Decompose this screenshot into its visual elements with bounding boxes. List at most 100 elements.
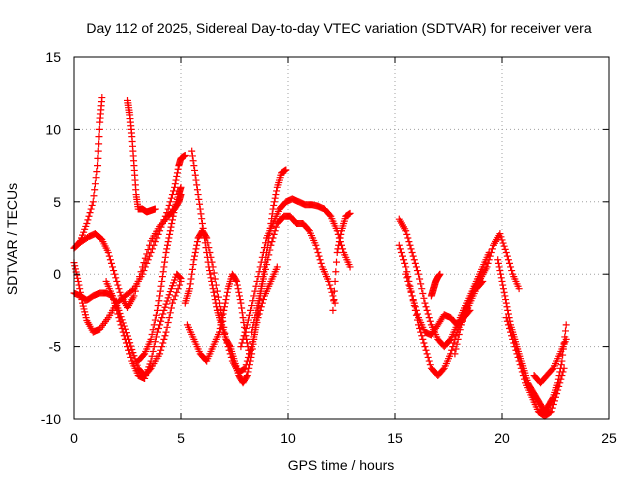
data-point <box>251 287 259 295</box>
data-point <box>547 408 555 416</box>
data-point <box>224 343 232 351</box>
data-point <box>157 346 165 354</box>
data-point <box>560 364 568 372</box>
data-point <box>163 241 171 249</box>
data-point <box>106 256 114 264</box>
data-point <box>168 220 176 228</box>
data-point <box>272 223 280 231</box>
data-point <box>129 349 137 357</box>
series-arc19 <box>494 256 570 416</box>
data-point <box>247 306 255 314</box>
data-point <box>259 275 267 283</box>
data-point <box>250 318 258 326</box>
data-point <box>503 303 511 311</box>
data-point <box>115 285 123 293</box>
data-point <box>75 281 83 289</box>
data-point <box>122 339 130 347</box>
data-point <box>411 303 419 311</box>
data-point <box>114 310 122 318</box>
data-point <box>259 296 267 304</box>
y-tick-label: 5 <box>53 194 61 210</box>
data-point <box>193 238 201 246</box>
data-point <box>221 303 229 311</box>
data-point <box>117 321 125 329</box>
data-point <box>334 245 342 253</box>
data-point <box>171 292 179 300</box>
data-point <box>222 296 230 304</box>
data-point <box>346 263 354 271</box>
data-point <box>253 304 261 312</box>
series-arc21 <box>530 335 570 387</box>
data-point <box>160 263 168 271</box>
data-point <box>263 261 271 269</box>
data-point <box>418 332 426 340</box>
data-point <box>412 263 420 271</box>
data-point <box>154 230 162 238</box>
data-point <box>146 252 154 260</box>
data-point <box>130 352 138 360</box>
series-arc16 <box>402 270 474 339</box>
data-point <box>141 263 149 271</box>
data-point <box>507 328 515 336</box>
data-point <box>515 285 523 293</box>
data-point <box>232 276 240 284</box>
data-point <box>186 280 194 288</box>
data-point <box>242 325 250 332</box>
data-point <box>239 314 247 322</box>
data-point <box>502 314 510 322</box>
x-tick-label: 0 <box>70 430 78 446</box>
data-point <box>256 290 264 298</box>
data-point <box>462 306 470 314</box>
data-point <box>552 393 559 401</box>
series-arc13 <box>329 209 354 314</box>
data-point <box>249 323 257 331</box>
data-point <box>127 353 135 361</box>
data-point <box>255 294 263 302</box>
data-point <box>158 314 166 322</box>
data-point <box>241 328 249 336</box>
data-point <box>93 168 101 176</box>
data-point <box>170 296 178 304</box>
data-point <box>189 261 197 269</box>
data-point <box>181 151 189 159</box>
data-point <box>330 297 338 305</box>
data-point <box>192 176 200 184</box>
data-point <box>167 223 175 231</box>
data-point <box>87 205 95 213</box>
data-point <box>104 248 112 256</box>
data-point <box>498 236 506 244</box>
data-point <box>165 201 173 209</box>
data-point <box>71 265 79 273</box>
series-arc11 <box>237 195 354 351</box>
data-point <box>143 259 151 267</box>
data-point <box>207 274 215 282</box>
data-point <box>251 314 259 322</box>
data-point <box>494 259 502 267</box>
x-tick-label: 10 <box>280 430 296 446</box>
data-point <box>409 252 417 260</box>
x-tick-label: 25 <box>601 430 617 446</box>
data-point <box>158 343 166 351</box>
data-point <box>162 248 170 256</box>
data-point <box>126 350 134 358</box>
data-point <box>455 331 463 339</box>
data-point <box>501 292 509 300</box>
data-point <box>238 339 246 347</box>
data-point <box>405 238 413 246</box>
data-point <box>148 245 156 253</box>
data-point <box>244 343 252 351</box>
axis-ticks: 0 5 10 15 20 25 -10 -5 0 5 10 15 <box>41 49 617 446</box>
data-point <box>166 227 174 235</box>
data-point <box>120 332 128 340</box>
data-point <box>243 372 251 380</box>
data-point <box>252 282 260 290</box>
data-point <box>198 215 206 223</box>
data-point <box>314 248 322 256</box>
data-point <box>163 209 171 217</box>
data-point <box>210 288 218 296</box>
data-point <box>109 263 117 271</box>
data-point <box>174 285 182 293</box>
data-point <box>74 277 82 285</box>
data-point <box>221 329 229 337</box>
data-point <box>487 248 495 256</box>
